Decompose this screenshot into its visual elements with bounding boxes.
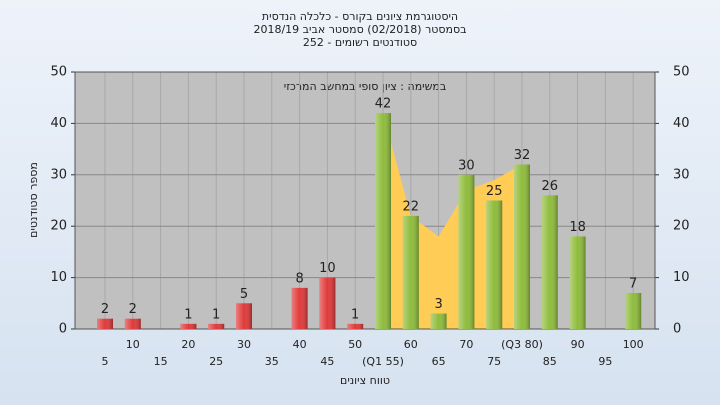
x-tick-label: 45	[320, 355, 334, 368]
x-tick-label: 5	[102, 355, 109, 368]
bar-shade	[347, 323, 364, 329]
bar-shade	[402, 215, 419, 329]
y-tick-label: 30	[50, 167, 67, 182]
x-tick-label: 100	[623, 338, 644, 351]
y-axis-label: מספר סטודנטים	[27, 162, 40, 238]
x-tick-label: 75	[487, 355, 501, 368]
x-tick-label: 25	[209, 355, 223, 368]
bar-shade	[236, 303, 252, 329]
annotation: במשימה : ציון סופי במחשב המרכזי	[284, 80, 447, 93]
data-label: 42	[375, 97, 392, 112]
x-tick-label: 50	[348, 338, 362, 351]
bar-shade	[208, 323, 225, 329]
x-tick-label: 40	[293, 338, 307, 351]
data-label: 30	[458, 158, 475, 173]
bar-shade	[375, 113, 391, 330]
data-label: 22	[403, 199, 420, 214]
x-axis-label: טווח ציונים	[340, 374, 390, 387]
bar-shade	[569, 236, 586, 329]
x-tick-label: 90	[571, 338, 585, 351]
x-tick-label: (Q3 80)	[501, 338, 543, 351]
x-tick-label: 35	[265, 355, 279, 368]
x-tick-label: 30	[237, 338, 251, 351]
y2-tick-label: 30	[673, 167, 690, 182]
bar-shade	[458, 174, 475, 329]
y-tick-label: 20	[50, 219, 67, 234]
plot-area	[75, 72, 655, 329]
plot-border	[74, 71, 656, 330]
data-label: 5	[240, 287, 248, 302]
data-label: 32	[514, 148, 531, 163]
data-label: 1	[184, 307, 192, 322]
data-label: 3	[434, 297, 442, 312]
y-tick-label: 40	[50, 116, 67, 131]
bar-shade	[514, 164, 530, 329]
bar-shade	[430, 313, 447, 329]
bar-shade	[124, 318, 141, 329]
data-label: 1	[212, 307, 220, 322]
x-tick-label: 65	[432, 355, 446, 368]
bar-shade	[625, 293, 642, 329]
y2-tick-label: 20	[673, 219, 690, 234]
bar-shade	[319, 277, 336, 329]
y-tick-label: 0	[59, 322, 67, 337]
x-tick-label: 20	[181, 338, 195, 351]
data-label: 7	[629, 277, 637, 292]
y2-tick-label: 50	[673, 65, 690, 80]
data-label: 2	[101, 302, 109, 317]
x-tick-label: (Q1 55)	[362, 355, 404, 368]
data-label: 25	[486, 184, 503, 199]
chart-subtitle: בסמסטר (02/2018) סמסטר אביב 2018/19	[253, 23, 466, 36]
data-label: 18	[569, 220, 586, 235]
bar-shade	[97, 318, 113, 329]
y2-tick-label: 0	[673, 322, 681, 337]
bar-shade	[541, 195, 558, 329]
bar-shade	[486, 200, 503, 329]
x-tick-label: 95	[598, 355, 612, 368]
bar-shade	[291, 287, 308, 329]
y-tick-label: 50	[50, 65, 67, 80]
x-tick-label: 70	[459, 338, 473, 351]
x-tick-label: 60	[404, 338, 418, 351]
x-tick-label: 10	[126, 338, 140, 351]
data-label: 26	[542, 179, 559, 194]
chart-title: היסטוגרמת ציונים בקורס - כלכלה הנדסית	[262, 10, 458, 23]
chart-subtitle: סטודנטים רשומים - 252	[303, 36, 417, 49]
data-label: 8	[295, 271, 303, 286]
y-tick-label: 10	[50, 270, 67, 285]
data-label: 10	[319, 261, 336, 276]
bar-shade	[180, 323, 197, 329]
x-tick-label: 85	[543, 355, 557, 368]
data-label: 2	[129, 302, 137, 317]
data-label: 1	[351, 307, 359, 322]
y2-tick-label: 10	[673, 270, 690, 285]
x-tick-label: 15	[154, 355, 168, 368]
y2-tick-label: 40	[673, 116, 690, 131]
